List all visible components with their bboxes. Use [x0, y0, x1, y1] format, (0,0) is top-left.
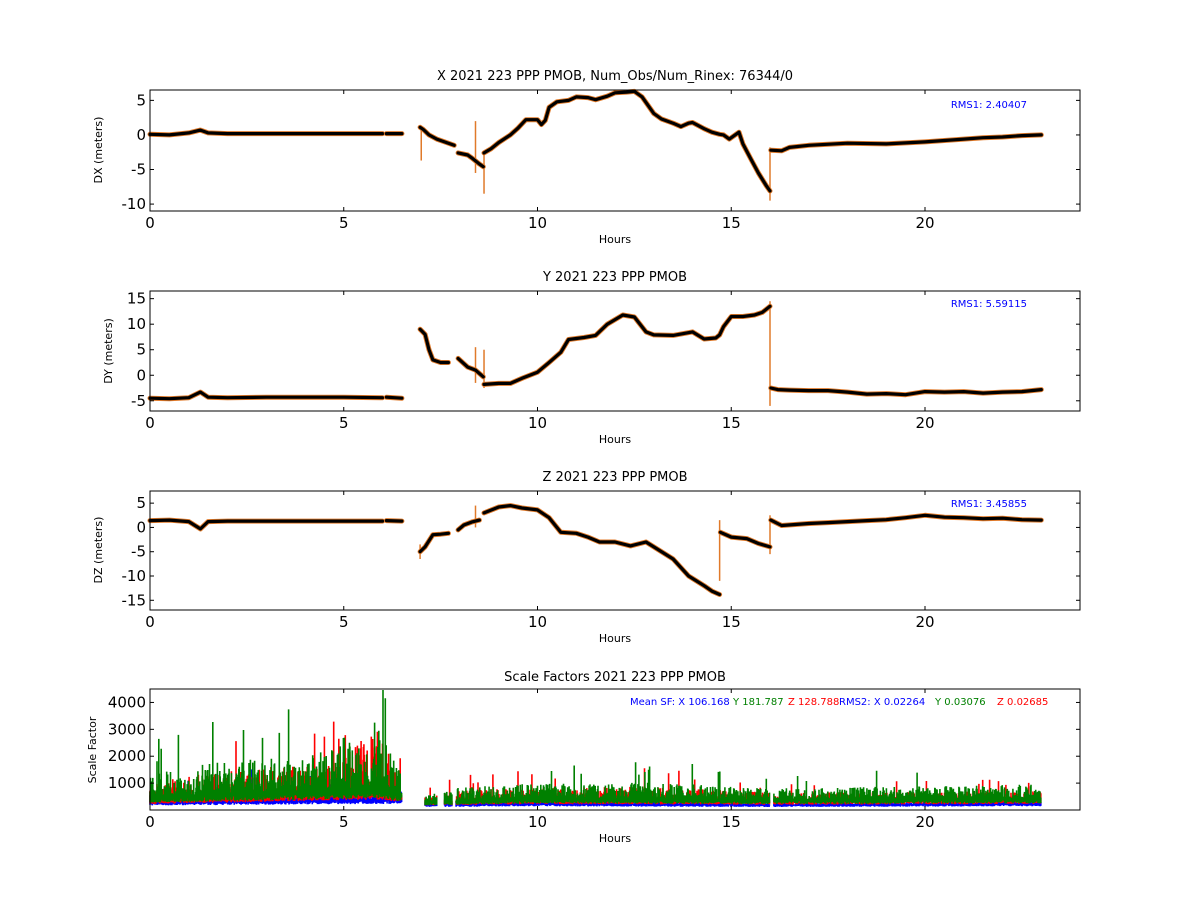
x-tick-label: 5 — [339, 414, 349, 432]
position-trace — [148, 518, 385, 531]
y-tick-label: 5 — [136, 91, 146, 109]
dx-panel: X 2021 223 PPP PMOB, Num_Obs/Num_Rinex: … — [92, 69, 1081, 246]
position-trace — [148, 390, 385, 401]
position-trace — [418, 531, 450, 554]
position-trace — [456, 356, 485, 379]
y-tick-label: -15 — [122, 591, 147, 609]
x-tick-label: 15 — [722, 214, 741, 232]
scale-factor-data — [149, 690, 1042, 807]
dx-ylabel: DX (meters) — [92, 117, 105, 184]
dz-xlabel: Hours — [599, 632, 631, 645]
x-tick-label: 0 — [145, 414, 155, 432]
mean-sf-y-label: Y 181.787 — [732, 697, 784, 708]
y-tick-label: 5 — [136, 341, 146, 359]
dy-axes-frame — [149, 290, 1081, 412]
dx-xlabel: Hours — [599, 233, 631, 246]
x-tick-label: 20 — [915, 813, 934, 831]
x-tick-label: 15 — [722, 813, 741, 831]
position-trace — [769, 386, 1043, 397]
y-tick-label: 0 — [136, 126, 146, 144]
x-tick-label: 20 — [915, 414, 934, 432]
y-tick-label: -10 — [122, 195, 147, 213]
rms2-y-label: Y 0.03076 — [934, 697, 986, 708]
y-tick-label: -5 — [131, 543, 146, 561]
dz-axes-frame — [149, 490, 1081, 611]
position-trace — [384, 518, 404, 523]
x-tick-label: 5 — [339, 613, 349, 631]
x-tick-label: 5 — [339, 214, 349, 232]
dy-data — [147, 301, 1044, 406]
dz-rms-label: RMS1: 3.45855 — [951, 499, 1027, 510]
x-tick-label: 20 — [915, 613, 934, 631]
dz-panel: Z 2021 223 PPP PMOB 0 5 10 15 20 -15 -10 -5 0 5 H… — [92, 470, 1081, 645]
dx-ticks: 0 5 10 15 20 -10 -5 0 5 — [122, 90, 1080, 232]
mean-sf-z-label: Z 128.788 — [788, 697, 839, 708]
x-tick-label: 10 — [528, 214, 547, 232]
position-trace — [418, 327, 450, 365]
scale-factor-ylabel: Scale Factor — [86, 716, 99, 783]
dx-rms-label: RMS1: 2.40407 — [951, 100, 1027, 111]
x-tick-label: 0 — [145, 613, 155, 631]
scale-factor-axes-frame — [149, 688, 1081, 811]
dy-ticks: 0 5 10 15 20 -5 0 5 10 15 — [127, 290, 1080, 432]
position-trace — [148, 128, 385, 137]
y-tick-label: -5 — [131, 392, 146, 410]
y-tick-label: 5 — [136, 494, 146, 512]
position-trace — [718, 530, 772, 549]
dz-ylabel: DZ (meters) — [92, 517, 105, 584]
rms2-z-label: Z 0.02685 — [997, 697, 1048, 708]
x-tick-label: 0 — [145, 813, 155, 831]
x-tick-label: 10 — [528, 813, 547, 831]
y-tick-label: 1000 — [108, 774, 146, 792]
position-trace — [482, 504, 722, 597]
position-trace — [769, 513, 1043, 528]
x-tick-label: 10 — [528, 414, 547, 432]
y-tick-label: 2000 — [108, 747, 146, 765]
y-tick-label: -5 — [131, 161, 146, 179]
x-tick-label: 0 — [145, 214, 155, 232]
mean-sf-x-label: Mean SF: X 106.168 — [630, 697, 730, 708]
y-tick-label: 4000 — [108, 693, 146, 711]
scale-factor-ticks: 0 5 10 15 20 1000 2000 3000 4000 — [108, 689, 1080, 831]
position-trace — [482, 89, 772, 193]
scale-factor-panel: Scale Factors 2021 223 PPP PMOB 0 5 10 15 20… — [86, 670, 1081, 845]
position-trace — [418, 125, 456, 147]
x-tick-label: 15 — [722, 414, 741, 432]
dy-xlabel: Hours — [599, 433, 631, 446]
position-trace — [769, 133, 1043, 153]
dz-ticks: 0 5 10 15 20 -15 -10 -5 0 5 — [122, 491, 1080, 631]
y-tick-label: 10 — [127, 315, 146, 333]
dy-panel: Y 2021 223 PPP PMOB 0 5 10 15 20 -5 0 5 10 15 Hou… — [102, 270, 1081, 446]
position-trace — [456, 151, 485, 169]
y-tick-label: 0 — [136, 518, 146, 536]
x-tick-label: 20 — [915, 214, 934, 232]
dz-title: Z 2021 223 PPP PMOB — [542, 470, 687, 485]
dy-ylabel: DY (meters) — [102, 318, 115, 383]
scale-factor-xlabel: Hours — [599, 832, 631, 845]
x-tick-label: 10 — [528, 613, 547, 631]
x-tick-label: 5 — [339, 813, 349, 831]
dy-title: Y 2021 223 PPP PMOB — [542, 270, 687, 285]
position-trace — [456, 518, 481, 532]
position-trace — [384, 395, 404, 400]
rms2-x-label: RMS2: X 0.02264 — [839, 697, 925, 708]
dy-rms-label: RMS1: 5.59115 — [951, 299, 1027, 310]
scale-factor-title: Scale Factors 2021 223 PPP PMOB — [504, 670, 726, 685]
dx-title: X 2021 223 PPP PMOB, Num_Obs/Num_Rinex: … — [437, 69, 793, 84]
dz-data — [147, 503, 1044, 597]
y-tick-label: 15 — [127, 290, 146, 308]
scale-factor-legend: Mean SF: X 106.168 Y 181.787 Z 128.788 R… — [630, 697, 1048, 708]
dx-axes-frame — [149, 89, 1081, 212]
dx-data — [147, 88, 1044, 201]
y-tick-label: 0 — [136, 366, 146, 384]
x-tick-label: 15 — [722, 613, 741, 631]
position-trace — [482, 304, 772, 386]
y-tick-label: 3000 — [108, 720, 146, 738]
y-tick-label: -10 — [122, 567, 147, 585]
